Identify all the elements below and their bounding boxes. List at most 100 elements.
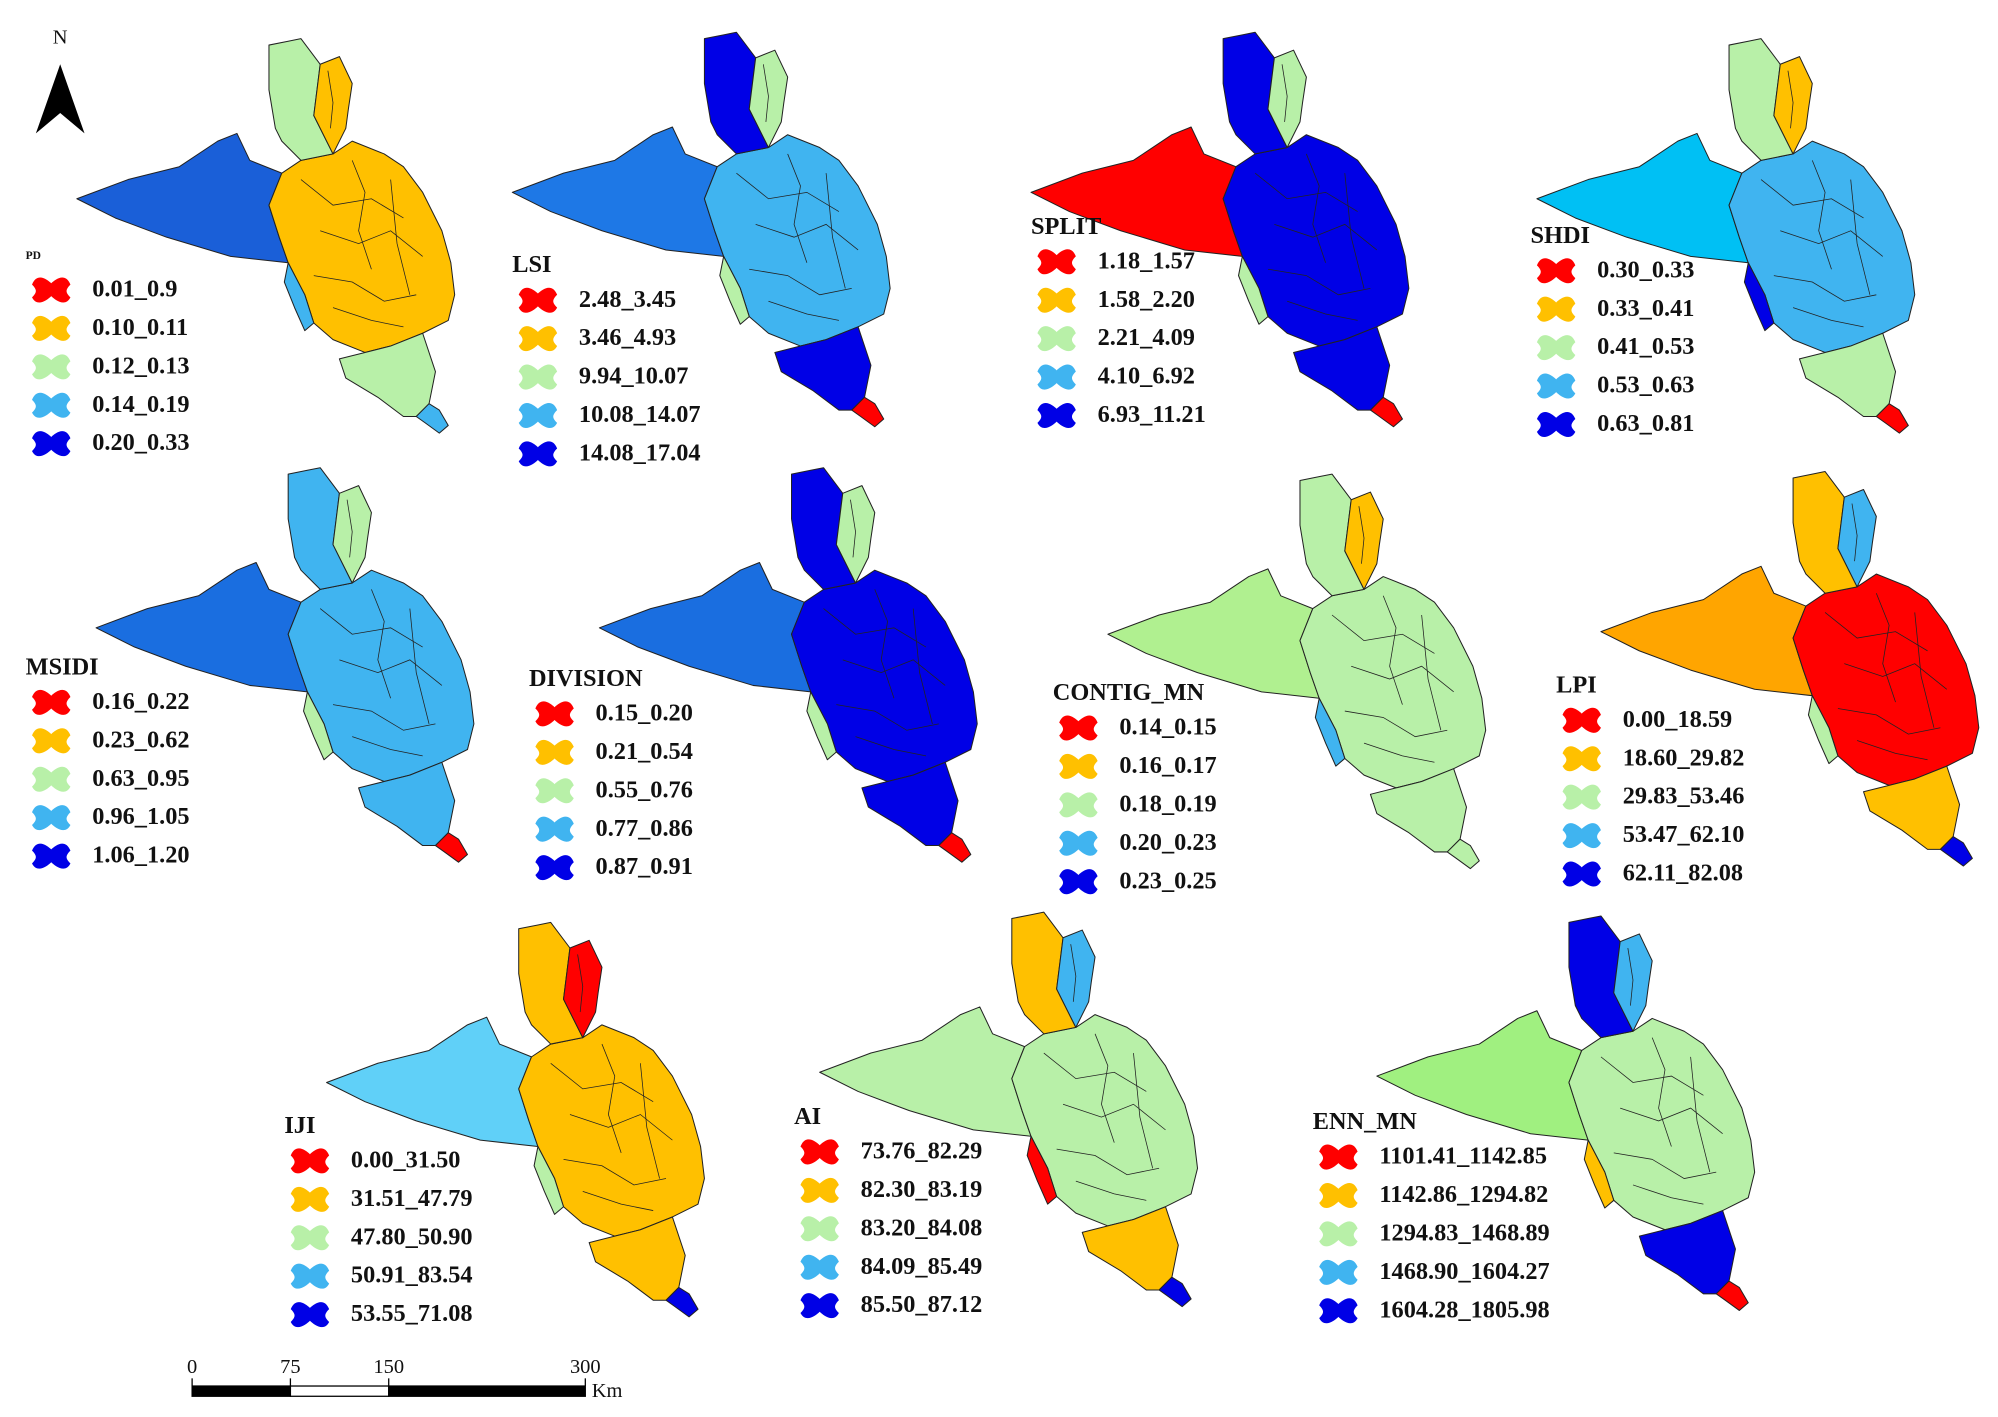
region xyxy=(1875,403,1909,434)
legend-label: 3.46_4.93 xyxy=(579,324,676,351)
sub-basin-lines xyxy=(1254,64,1378,321)
legend-title: CONTIG_MN xyxy=(1053,679,1205,706)
legend-label: 6.93_11.21 xyxy=(1098,401,1206,428)
legend-label: 14.08_17.04 xyxy=(579,439,701,466)
legend-swatch xyxy=(1037,364,1076,390)
legend-swatch xyxy=(535,855,574,881)
legend-label: 0.18_0.19 xyxy=(1119,790,1216,817)
legend-swatch xyxy=(32,354,71,380)
legend-swatch xyxy=(518,441,558,467)
legend-label: 1.58_2.20 xyxy=(1098,286,1195,313)
legend-label: 0.55_0.76 xyxy=(596,776,693,803)
legend-label: 0.20_0.23 xyxy=(1119,829,1216,856)
sub-basin-lines xyxy=(1331,506,1454,763)
legend-label: 1.18_1.57 xyxy=(1098,247,1195,274)
legend-label: 1142.86_1294.82 xyxy=(1379,1181,1548,1208)
region xyxy=(358,761,456,847)
region xyxy=(861,761,959,847)
legend-label: 0.30_0.33 xyxy=(1597,256,1694,283)
legend-swatch xyxy=(1037,287,1076,313)
legend-label: 0.41_0.53 xyxy=(1597,333,1694,360)
legend-swatch xyxy=(1536,335,1576,361)
map-panel xyxy=(1030,31,1410,428)
legend-swatch xyxy=(32,689,71,715)
map-panel xyxy=(819,911,1199,1308)
legend-title: LPI xyxy=(1556,671,1597,698)
legend-swatch xyxy=(1319,1182,1358,1208)
legend-swatch xyxy=(1536,411,1576,437)
scale-label: 300 xyxy=(570,1356,601,1378)
sub-basin-lines xyxy=(1043,944,1166,1201)
legend-swatch xyxy=(1059,753,1098,779)
region xyxy=(1314,697,1346,767)
legend-label: 0.33_0.41 xyxy=(1597,295,1694,322)
legend-label: 0.21_0.54 xyxy=(596,738,693,765)
region xyxy=(1026,1135,1058,1205)
legend-swatch xyxy=(290,1186,330,1212)
legend-swatch xyxy=(535,816,574,842)
region xyxy=(851,396,885,428)
legend-label: 0.16_0.22 xyxy=(92,688,189,715)
legend-swatch xyxy=(1059,792,1098,818)
legend-swatch xyxy=(1536,373,1576,399)
legend-label: 0.77_0.86 xyxy=(596,815,693,842)
legend-swatch xyxy=(800,1293,839,1319)
legend-label: 0.00_31.50 xyxy=(351,1146,460,1173)
map-panel xyxy=(76,38,456,434)
legend-swatch xyxy=(32,431,71,457)
legend-label: 0.10_0.11 xyxy=(92,314,188,341)
legend-title: MSIDI xyxy=(26,653,99,680)
legend-swatch xyxy=(1059,869,1098,895)
legend-swatch xyxy=(800,1177,839,1203)
legend-label: 0.63_0.81 xyxy=(1597,410,1694,437)
legend-label: 0.23_0.25 xyxy=(1119,867,1216,894)
legend-label: 1294.83_1468.89 xyxy=(1379,1219,1549,1246)
legend-swatch xyxy=(1562,707,1601,733)
legend-title: SHDI xyxy=(1531,222,1590,249)
region xyxy=(303,691,334,761)
sub-basin-lines xyxy=(300,70,423,328)
legend-swatch xyxy=(1319,1221,1358,1247)
legend-label: 50.91_83.54 xyxy=(351,1262,473,1289)
legend-title: LSI xyxy=(512,251,551,278)
legend-swatch xyxy=(1059,830,1098,856)
legend-swatch xyxy=(800,1139,839,1165)
sub-basin-lines xyxy=(1824,503,1948,761)
legend-swatch xyxy=(518,326,558,352)
legend-swatch xyxy=(1562,823,1601,849)
scale-segment xyxy=(289,1385,390,1397)
north-arrow xyxy=(35,64,85,134)
scale-segment xyxy=(388,1385,586,1397)
legend-swatch xyxy=(1319,1144,1358,1170)
scale-label: 75 xyxy=(280,1356,300,1378)
legend-swatch xyxy=(1059,715,1098,741)
region xyxy=(338,332,436,417)
legend-swatch xyxy=(1562,861,1601,887)
legend-swatch xyxy=(535,778,574,804)
legend-label: 1468.90_1604.27 xyxy=(1379,1258,1549,1285)
legend-label: 83.20_84.08 xyxy=(861,1214,983,1241)
legend-label: 73.76_82.29 xyxy=(861,1138,983,1165)
legend-swatch xyxy=(800,1216,839,1242)
legend-swatch xyxy=(32,728,71,754)
legend-label: 2.48_3.45 xyxy=(579,286,676,313)
legend-swatch xyxy=(1562,746,1601,772)
region xyxy=(1369,396,1403,428)
legend-swatch xyxy=(1037,249,1076,275)
map-panel xyxy=(511,31,891,428)
legend-label: 18.60_29.82 xyxy=(1623,744,1745,771)
legend-swatch xyxy=(290,1148,330,1174)
region xyxy=(415,403,449,434)
sub-basin-lines xyxy=(319,499,443,757)
legend-swatch xyxy=(518,287,558,313)
region xyxy=(1863,765,1961,850)
region xyxy=(1293,326,1391,411)
legend-label: 0.14_0.19 xyxy=(92,391,189,418)
legend-swatch xyxy=(290,1302,330,1328)
legend-label: 85.50_87.12 xyxy=(861,1291,983,1318)
legend-swatch xyxy=(1319,1259,1358,1285)
legend-label: 1101.41_1142.85 xyxy=(1379,1143,1547,1170)
legend-swatch xyxy=(290,1263,330,1289)
legend-label: 0.20_0.33 xyxy=(92,429,189,456)
